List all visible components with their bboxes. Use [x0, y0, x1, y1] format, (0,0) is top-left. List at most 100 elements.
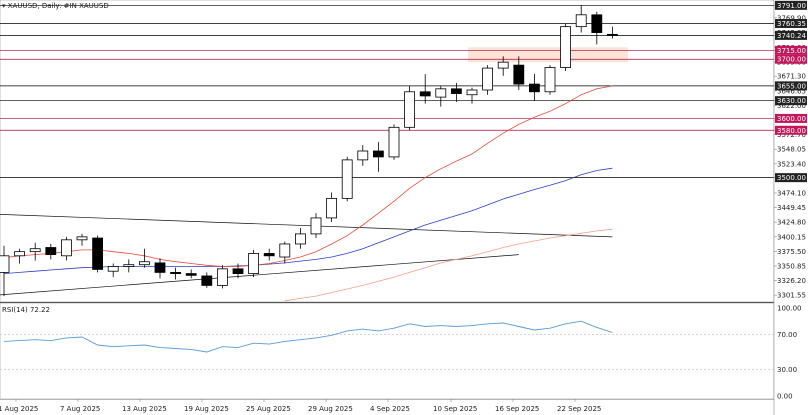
candle[interactable] [201, 272, 213, 288]
candle[interactable] [435, 85, 447, 107]
date-tick-label: 4 Sep 2025 [370, 405, 410, 413]
candle[interactable] [482, 65, 494, 95]
candle[interactable] [92, 235, 103, 273]
candle[interactable] [466, 87, 478, 104]
trendline[interactable] [0, 254, 519, 296]
candle[interactable] [123, 259, 135, 273]
candle[interactable] [372, 142, 384, 172]
price-level-tag[interactable] [775, 0, 807, 10]
bearish-candle-body [92, 237, 103, 270]
bullish-candle-body [310, 217, 322, 235]
candle[interactable] [107, 263, 119, 278]
price-tick-label: 3622.00 [777, 102, 806, 110]
candle[interactable] [14, 248, 26, 264]
bearish-candle-body [450, 88, 462, 94]
candle[interactable] [294, 227, 306, 249]
candle[interactable] [560, 23, 571, 72]
bullish-candle-body [138, 261, 150, 266]
bullish-candle-body [357, 150, 369, 161]
candle[interactable] [138, 248, 150, 268]
price-level-tag[interactable] [775, 45, 807, 55]
candle[interactable] [591, 11, 603, 45]
bullish-candle-body [404, 91, 416, 128]
candle[interactable] [404, 85, 416, 131]
candle[interactable] [419, 74, 431, 104]
bullish-candle-body [482, 67, 494, 91]
price-level-tag[interactable] [775, 54, 807, 64]
candle[interactable] [310, 213, 322, 239]
price-level-tag-label: 3580.00 [777, 127, 806, 135]
bearish-candle-body [232, 268, 244, 274]
bullish-candle-body [575, 14, 587, 28]
candle[interactable] [185, 269, 197, 279]
bearish-candle-body [591, 14, 603, 33]
price-level-tag[interactable] [775, 173, 807, 183]
symbol-description: #IN XAUUSD [64, 2, 109, 10]
bearish-candle-body [45, 247, 57, 256]
candle[interactable] [0, 245, 10, 297]
rsi-axis-label: 70.00 [777, 331, 797, 339]
symbol-label: XAUUSD, Daily: [8, 2, 62, 10]
candle[interactable] [575, 5, 587, 33]
price-level-tag[interactable] [775, 30, 807, 40]
candle[interactable] [529, 74, 540, 101]
bullish-candle-body [76, 236, 88, 241]
price-tick-label: 3449.45 [777, 204, 806, 212]
date-tick-label: 10 Sep 2025 [433, 405, 477, 413]
bullish-candle-body [326, 197, 338, 219]
price-tick-label: 3523.40 [777, 160, 806, 168]
bullish-candle-body [107, 266, 119, 272]
candle[interactable] [45, 243, 57, 260]
date-tick-label: 29 Aug 2025 [308, 405, 353, 413]
price-level-tag-label: 3715.00 [777, 47, 806, 55]
candle[interactable] [263, 248, 275, 261]
candle[interactable] [450, 82, 462, 102]
date-tick-label: 13 Aug 2025 [122, 405, 167, 413]
candle[interactable] [497, 56, 509, 76]
candle[interactable] [216, 265, 228, 289]
bullish-candle-body [544, 67, 556, 93]
price-tick-label: 3572.70 [777, 131, 806, 139]
bearish-candle-body [513, 64, 525, 85]
candle[interactable] [341, 156, 353, 202]
date-tick-label: 7 Aug 2025 [60, 405, 100, 413]
candle[interactable] [607, 26, 618, 39]
candle[interactable] [388, 124, 400, 160]
rsi-axis-label: 30.00 [777, 366, 797, 374]
candle[interactable] [513, 56, 525, 91]
price-tick-label: 3301.55 [777, 292, 806, 300]
price-level-tag[interactable] [775, 113, 807, 123]
candle[interactable] [61, 236, 72, 261]
candle[interactable] [326, 192, 338, 223]
price-level-tag[interactable] [775, 81, 807, 91]
bullish-candle-body [560, 26, 571, 68]
trendline[interactable] [0, 214, 613, 238]
candle[interactable] [248, 249, 260, 278]
price-level-tag[interactable] [775, 18, 807, 28]
price-tick-label: 3424.80 [777, 219, 806, 227]
candle[interactable] [154, 258, 166, 279]
bullish-candle-body [497, 61, 509, 69]
price-level-tag-label: 3700.00 [777, 56, 806, 64]
candle[interactable] [544, 65, 556, 95]
candle[interactable] [29, 242, 41, 261]
price-pane-frame [0, 0, 775, 303]
price-tick-label: 3375.50 [777, 248, 806, 256]
candle[interactable] [279, 241, 291, 264]
price-level-tag[interactable] [775, 96, 807, 106]
price-level-tag-label: 3791.00 [777, 2, 806, 10]
bullish-candle-body [0, 255, 10, 273]
price-level-tag-label: 3630.00 [777, 97, 806, 105]
candle[interactable] [76, 233, 88, 246]
candle[interactable] [232, 263, 244, 279]
candle[interactable] [170, 267, 182, 280]
bullish-candle-body [216, 268, 228, 286]
price-tick-label: 3400.15 [777, 233, 806, 241]
price-level-tag[interactable] [775, 125, 807, 135]
candle[interactable] [357, 145, 369, 166]
bullish-candle-body [294, 233, 306, 245]
price-level-tag-label: 3500.00 [777, 174, 806, 182]
price-tick-label: 3326.20 [777, 277, 806, 285]
